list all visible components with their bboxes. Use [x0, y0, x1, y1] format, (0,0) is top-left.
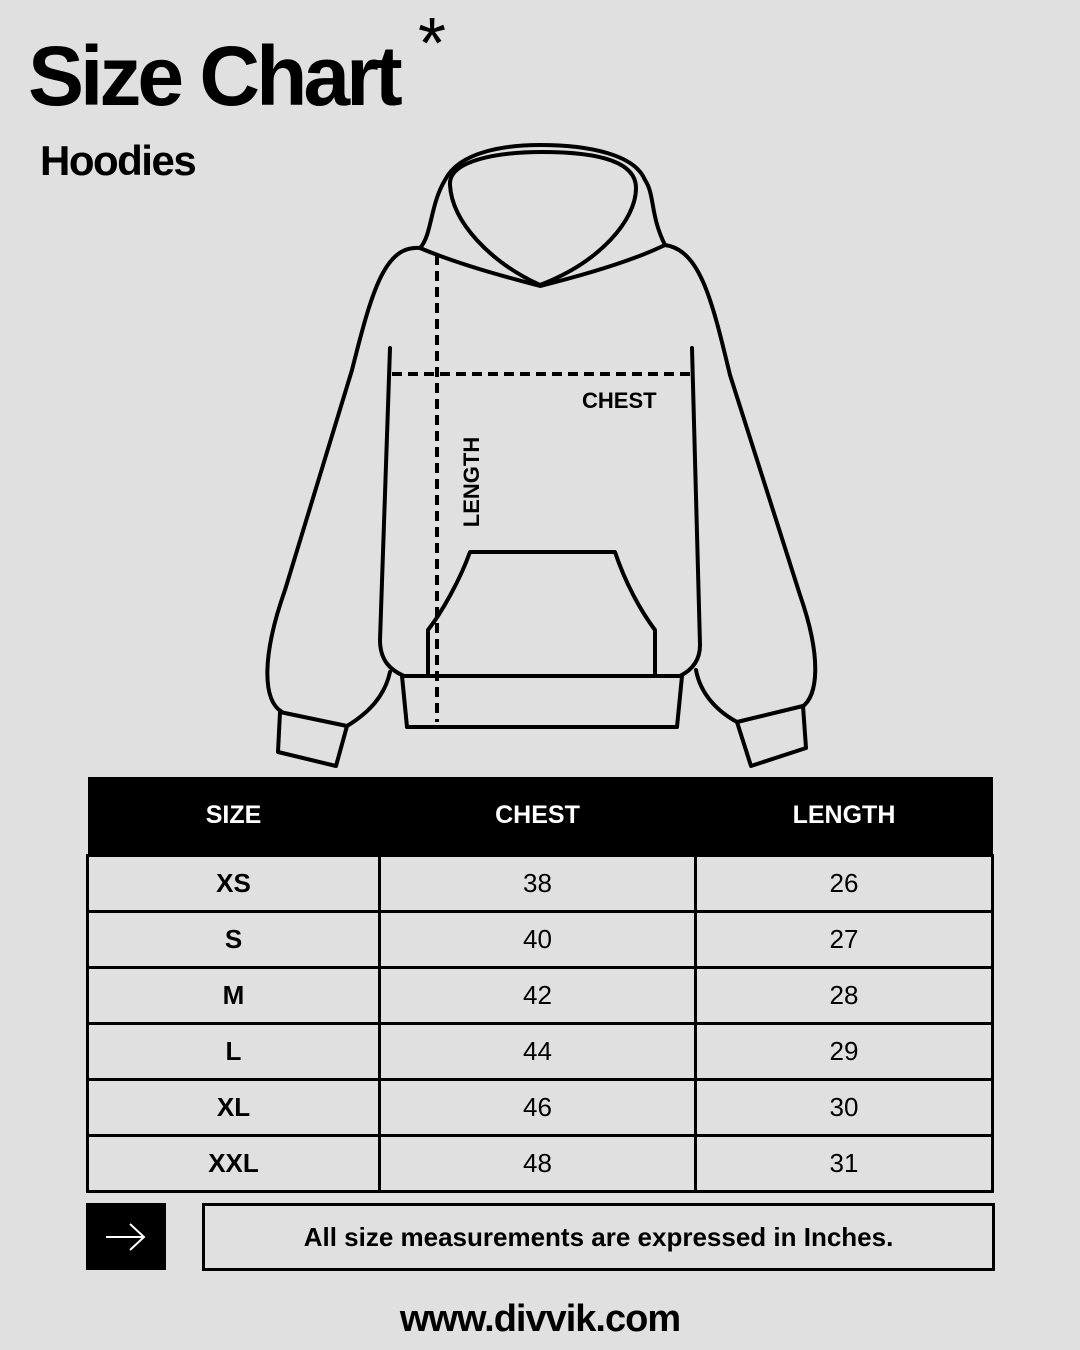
website-url: www.divvik.com: [399, 1298, 681, 1340]
size-cell: XXL: [86, 1134, 381, 1193]
asterisk: *: [418, 4, 447, 84]
size-cell: M: [86, 966, 381, 1025]
size-cell: S: [86, 910, 381, 969]
chest-cell: 44: [378, 1022, 697, 1081]
chest-cell: 48: [378, 1134, 697, 1193]
arrow-right-icon: [106, 1222, 146, 1251]
length-cell: 28: [694, 966, 994, 1025]
length-cell: 31: [694, 1134, 994, 1193]
column-header-size: SIZE: [87, 777, 380, 856]
size-cell: L: [86, 1022, 381, 1081]
table-header-row: SIZE CHEST LENGTH: [87, 777, 993, 856]
length-cell: 29: [694, 1022, 994, 1081]
left-sleeve-inner: [345, 670, 392, 728]
chest-cell: 38: [378, 854, 697, 913]
size-cell: XL: [86, 1078, 381, 1137]
table-row: L 44 29: [86, 1022, 994, 1081]
hoodie-diagram: CHEST LENGTH: [265, 143, 818, 768]
chest-cell: 46: [378, 1078, 697, 1137]
right-sleeve-outer: [663, 243, 818, 709]
right-sleeve-inner: [694, 668, 739, 724]
size-cell: XS: [86, 854, 381, 913]
page-subtitle: Hoodies: [40, 137, 197, 184]
units-note: All size measurements are expressed in I…: [202, 1203, 995, 1271]
chest-cell: 40: [378, 910, 697, 969]
hem-band: [400, 674, 684, 729]
length-cell: 26: [694, 854, 994, 913]
left-cuff: [276, 710, 349, 768]
hood-inner: [448, 150, 638, 287]
table-row: XXL 48 31: [86, 1134, 994, 1193]
table-row: XS 38 26: [86, 854, 994, 913]
table-row: S 40 27: [86, 910, 994, 969]
chest-cell: 42: [378, 966, 697, 1025]
right-cuff: [735, 704, 808, 768]
length-label: LENGTH: [459, 437, 484, 527]
body-left: [378, 346, 406, 678]
page-title: Size Chart: [28, 29, 403, 123]
column-header-length: LENGTH: [695, 777, 993, 856]
table-row: XL 46 30: [86, 1078, 994, 1137]
neckline: [418, 243, 667, 288]
column-header-chest: CHEST: [379, 777, 696, 856]
length-cell: 30: [694, 1078, 994, 1137]
size-table: SIZE CHEST LENGTH XS 38 26 S 40 27 M 42 28 L 44 29 X…: [86, 777, 994, 1193]
pocket: [426, 550, 657, 677]
left-sleeve-outer: [265, 245, 422, 714]
chest-label: CHEST: [582, 388, 657, 413]
arrow-button: [86, 1203, 166, 1270]
body-right: [678, 346, 702, 678]
table-row: M 42 28: [86, 966, 994, 1025]
length-cell: 27: [694, 910, 994, 969]
hood-outer: [418, 143, 667, 250]
